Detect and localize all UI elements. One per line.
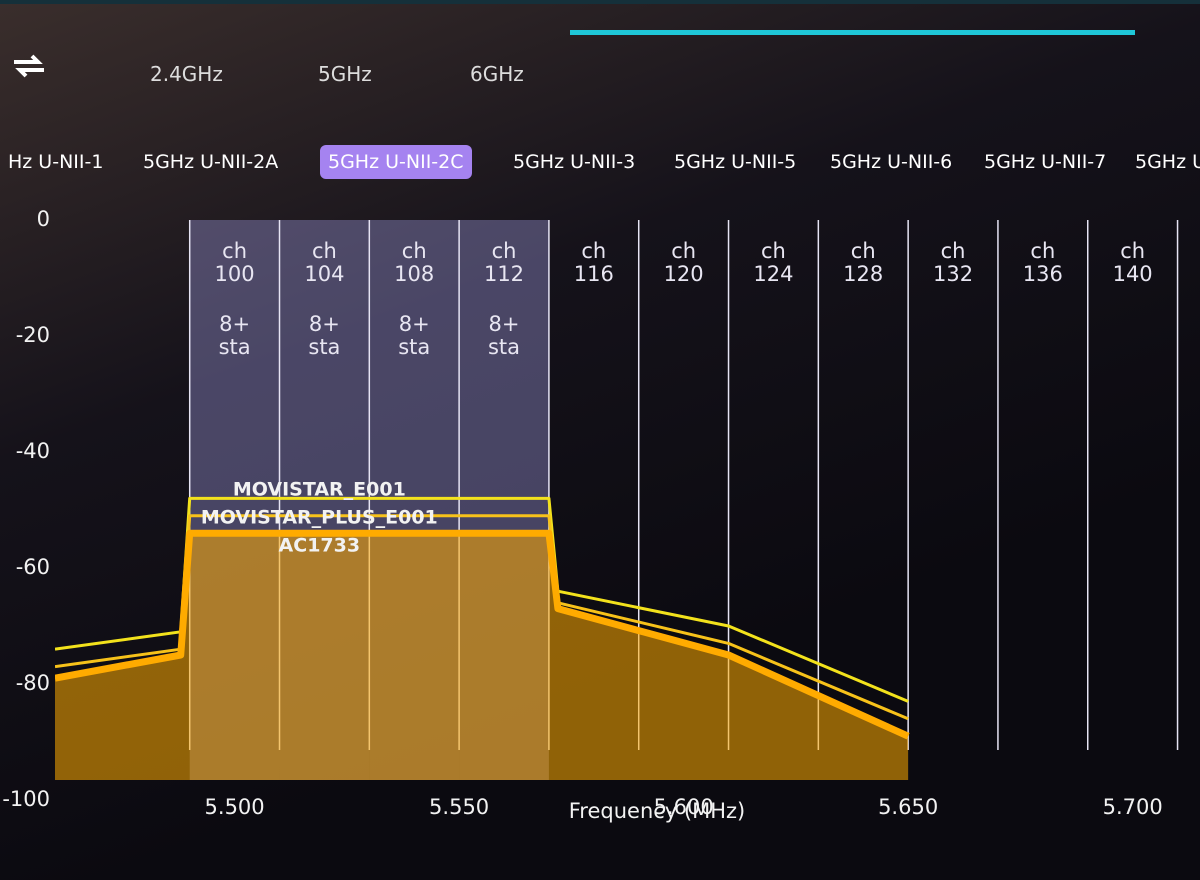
channel-label: ch 120 bbox=[663, 239, 704, 286]
channel-label: ch 112 bbox=[483, 239, 525, 286]
network-label: MOVISTAR_PLUS_E001 bbox=[201, 507, 438, 529]
channel-label: ch 104 bbox=[304, 239, 345, 286]
station-count: 8+ sta bbox=[487, 312, 521, 359]
channel-label: ch 140 bbox=[1112, 239, 1153, 286]
top-bar bbox=[0, 0, 1200, 4]
y-tick-label: -20 bbox=[16, 323, 50, 347]
band-tab[interactable]: 5GHz bbox=[318, 62, 372, 86]
signal-area bbox=[55, 533, 909, 780]
network-label: AC1733 bbox=[279, 535, 361, 557]
subband-tab[interactable]: 5GHz U-NII-5 bbox=[674, 151, 797, 173]
channel-label: ch 128 bbox=[843, 239, 884, 286]
x-tick-label: 5.500 bbox=[205, 795, 265, 819]
station-count: 8+ sta bbox=[218, 312, 251, 359]
subband-tab[interactable]: 5GHz U-NII-3 bbox=[513, 151, 636, 173]
channel-label: ch 132 bbox=[932, 239, 974, 286]
channel-label: ch 124 bbox=[753, 239, 794, 286]
x-tick-label: 5.650 bbox=[878, 795, 938, 819]
x-tick-label: 5.550 bbox=[429, 795, 489, 819]
subband-tab[interactable]: 5GHz U-NII-2C bbox=[320, 145, 472, 179]
x-tick-label: 5.600 bbox=[654, 795, 714, 819]
channel-label: ch 108 bbox=[394, 239, 435, 286]
band-tab[interactable]: 2.4GHz bbox=[150, 62, 223, 86]
progress-indicator bbox=[570, 30, 1135, 35]
station-count: 8+ sta bbox=[398, 312, 431, 359]
x-axis-label: Frequency (MHz) bbox=[569, 799, 745, 823]
subband-tab[interactable]: Hz U-NII-1 bbox=[8, 151, 104, 173]
signal-line bbox=[55, 529, 910, 740]
y-tick-label: -80 bbox=[16, 671, 50, 695]
station-count: 8+ sta bbox=[308, 312, 341, 359]
channel-label: ch 136 bbox=[1022, 239, 1063, 286]
swap-icon[interactable] bbox=[0, 40, 60, 100]
y-tick-label: -40 bbox=[16, 439, 50, 463]
y-tick-label: -100 bbox=[2, 787, 50, 811]
subband-tab[interactable]: 5GHz U bbox=[1135, 151, 1200, 173]
channel-label: ch 116 bbox=[573, 239, 614, 286]
subband-tab[interactable]: 5GHz U-NII-6 bbox=[830, 151, 953, 173]
y-tick-label: -60 bbox=[16, 555, 50, 579]
x-tick-label: 5.700 bbox=[1103, 795, 1163, 819]
band-tab[interactable]: 6GHz bbox=[470, 62, 524, 86]
subband-tab[interactable]: 5GHz U-NII-7 bbox=[984, 151, 1107, 173]
network-label: MOVISTAR_E001 bbox=[233, 479, 406, 501]
subband-tab[interactable]: 5GHz U-NII-2A bbox=[143, 151, 279, 173]
y-tick-label: 0 bbox=[37, 207, 50, 231]
channel-label: ch 100 bbox=[214, 239, 255, 286]
